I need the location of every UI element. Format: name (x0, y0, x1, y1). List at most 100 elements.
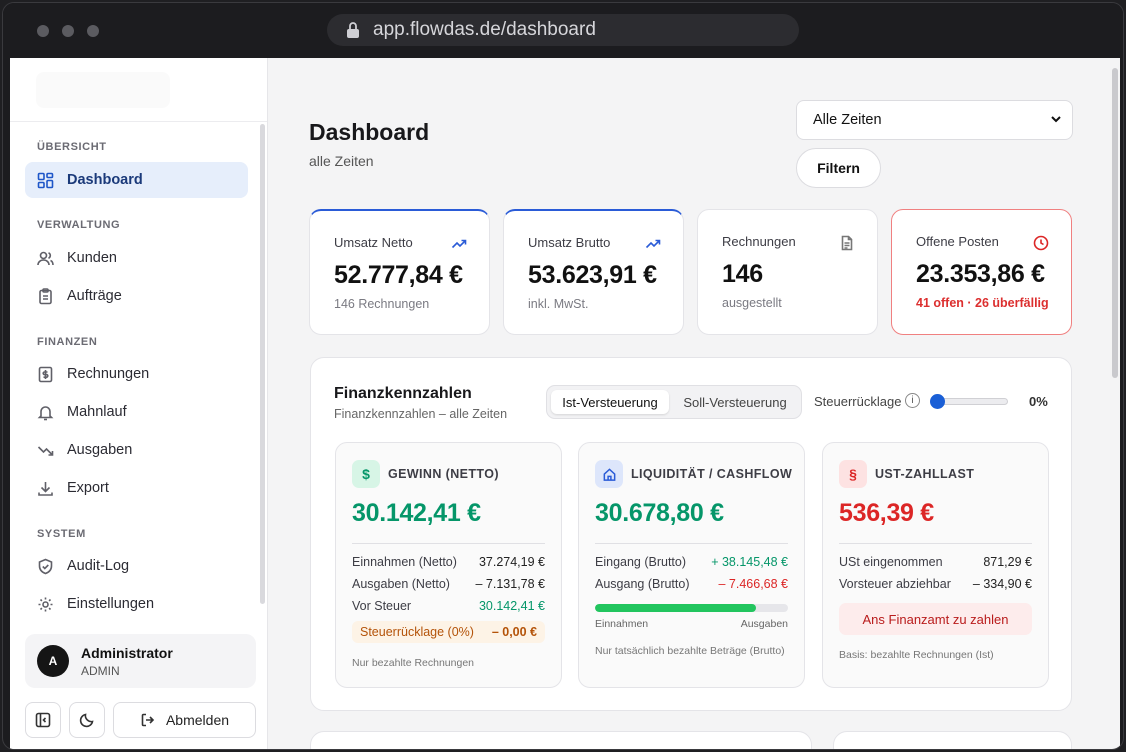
metric-label: Vor Steuer (352, 599, 412, 613)
invoice-icon (38, 366, 53, 382)
bar-label-expenses: Ausgaben (740, 618, 788, 630)
sidebar-item-settings[interactable]: Einstellungen (25, 586, 248, 622)
trend-up-icon (645, 239, 661, 249)
logout-label: Abmelden (165, 712, 230, 728)
card-title: UST-ZAHLLAST (875, 467, 975, 481)
metric-value: 37.274,19 € (478, 555, 545, 569)
house-icon (595, 460, 623, 488)
sidebar-item-label: Dashboard (67, 172, 143, 188)
cashflow-bar (595, 604, 788, 612)
liquidity-card: LIQUIDITÄT / CASHFLOW 30.678,80 € Eingan… (578, 442, 805, 688)
card-note: Nur bezahlte Rechnungen (352, 657, 475, 669)
tax-mode-toggle: Ist-Versteuerung Soll-Versteuerung (546, 385, 802, 419)
slider-handle[interactable] (930, 394, 945, 409)
panel-subtitle: Finanzkennzahlen – alle Zeiten (334, 407, 508, 421)
address-bar[interactable]: app.flowdas.de/dashboard (327, 14, 799, 46)
reserve-value: – 0,00 € (491, 625, 537, 639)
kpi-card-invoices[interactable]: Rechnungen 146 ausgestellt (697, 209, 878, 335)
metric-row: Vorsteuer abziehbar – 334,90 € (839, 577, 1032, 591)
metric-value: – 7.131,78 € (475, 577, 545, 591)
window-minimize-dot[interactable] (62, 25, 74, 37)
section-system: SYSTEM (37, 528, 86, 540)
sidebar-item-label: Ausgaben (67, 442, 133, 458)
kpi-label: Rechnungen (722, 234, 796, 249)
bar-label-income: Einnahmen (595, 618, 649, 630)
period-select[interactable]: Alle Zeiten (796, 100, 1073, 140)
section-admin: VERWALTUNG (37, 219, 121, 231)
logo[interactable] (36, 72, 170, 108)
sidebar-scrollbar[interactable] (260, 124, 265, 604)
page-viewport: ÜBERSICHT Dashboard VERWALTUNG Kunden Au… (10, 58, 1120, 749)
bottom-card-right (833, 731, 1072, 749)
sidebar-item-customers[interactable]: Kunden (25, 240, 248, 276)
collapse-sidebar-button[interactable] (25, 702, 61, 738)
metric-label: Einnahmen (Netto) (352, 555, 457, 569)
kpi-label: Umsatz Brutto (528, 235, 611, 250)
lock-icon (347, 22, 359, 38)
kpi-sub: 41 offen · 26 überfällig (916, 296, 1049, 310)
section-overview: ÜBERSICHT (37, 141, 107, 153)
avatar: A (37, 645, 69, 677)
sidebar-item-label: Aufträge (67, 288, 122, 304)
dollar-icon: $ (352, 460, 380, 488)
page-title: Dashboard (309, 119, 430, 145)
moon-icon (79, 713, 94, 728)
sidebar-item-orders[interactable]: Aufträge (25, 278, 248, 314)
metric-value: 871,29 € (983, 555, 1032, 569)
metric-label: Ausgang (Brutto) (595, 577, 690, 591)
page-subtitle: alle Zeiten (309, 153, 374, 169)
shield-check-icon (38, 558, 53, 574)
gear-icon (38, 597, 53, 611)
theme-toggle-button[interactable] (69, 702, 105, 738)
trend-up-icon (451, 239, 467, 249)
tab-ist-versteuerung[interactable]: Ist-Versteuerung (551, 390, 669, 414)
kpi-value: 23.353,86 € (916, 260, 1045, 288)
sidebar-item-dunning[interactable]: Mahnlauf (25, 394, 248, 430)
divider (595, 543, 788, 544)
clipboard-icon (39, 287, 52, 304)
url-text: app.flowdas.de/dashboard (373, 19, 596, 40)
bell-icon (37, 405, 54, 420)
divider (839, 543, 1032, 544)
paragraph-icon: § (839, 460, 867, 488)
tax-reserve-label: Steuerrücklage (814, 394, 902, 409)
kpi-card-open-items[interactable]: Offene Posten 23.353,86 € 41 offen · 26 … (891, 209, 1072, 335)
window-close-dot[interactable] (37, 25, 49, 37)
metric-label: Ausgaben (Netto) (352, 577, 450, 591)
metric-row: Vor Steuer 30.142,41 € (352, 599, 545, 613)
kpi-card-revenue-net[interactable]: Umsatz Netto 52.777,84 € 146 Rechnungen (309, 209, 490, 335)
sidebar-item-export[interactable]: Export (25, 470, 248, 506)
sidebar-item-expenses[interactable]: Ausgaben (25, 432, 248, 468)
metric-label: Eingang (Brutto) (595, 555, 687, 569)
metric-label: USt eingenommen (839, 555, 943, 569)
clock-icon (1033, 235, 1049, 251)
liquidity-value: 30.678,80 € (595, 499, 724, 527)
kpi-label: Umsatz Netto (334, 235, 413, 250)
logout-button[interactable]: Abmelden (113, 702, 256, 738)
filter-button[interactable]: Filtern (796, 148, 881, 188)
logout-icon (141, 713, 155, 727)
sidebar-item-audit-log[interactable]: Audit-Log (25, 548, 248, 584)
logo-area (10, 58, 267, 122)
metric-row: USt eingenommen 871,29 € (839, 555, 1032, 569)
tab-soll-versteuerung[interactable]: Soll-Versteuerung (683, 394, 787, 410)
window-zoom-dot[interactable] (87, 25, 99, 37)
main-scrollbar[interactable] (1112, 68, 1118, 378)
reserve-label: Steuerrücklage (0%) (360, 625, 474, 639)
info-icon[interactable]: i (905, 393, 920, 408)
user-name: Administrator (81, 645, 173, 661)
kpi-card-revenue-gross[interactable]: Umsatz Brutto 53.623,91 € inkl. MwSt. (503, 209, 684, 335)
sidebar-item-label: Audit-Log (67, 558, 130, 574)
tax-reserve-value: 0% (1029, 394, 1048, 409)
card-title: LIQUIDITÄT / CASHFLOW (631, 467, 793, 481)
tax-reserve-pill: Steuerrücklage (0%) – 0,00 € (352, 621, 545, 643)
vat-value: 536,39 € (839, 499, 934, 527)
metric-value: 30.142,41 € (478, 599, 545, 613)
sidebar-item-label: Export (67, 480, 109, 496)
sidebar-item-invoices[interactable]: Rechnungen (25, 356, 248, 392)
cashflow-bar-fill (595, 604, 757, 612)
vat-payable-badge: Ans Finanzamt zu zahlen (839, 603, 1032, 635)
sidebar-item-label: Mahnlauf (67, 404, 127, 420)
sidebar-item-dashboard[interactable]: Dashboard (25, 162, 248, 198)
user-card[interactable]: A Administrator ADMIN (25, 634, 256, 688)
